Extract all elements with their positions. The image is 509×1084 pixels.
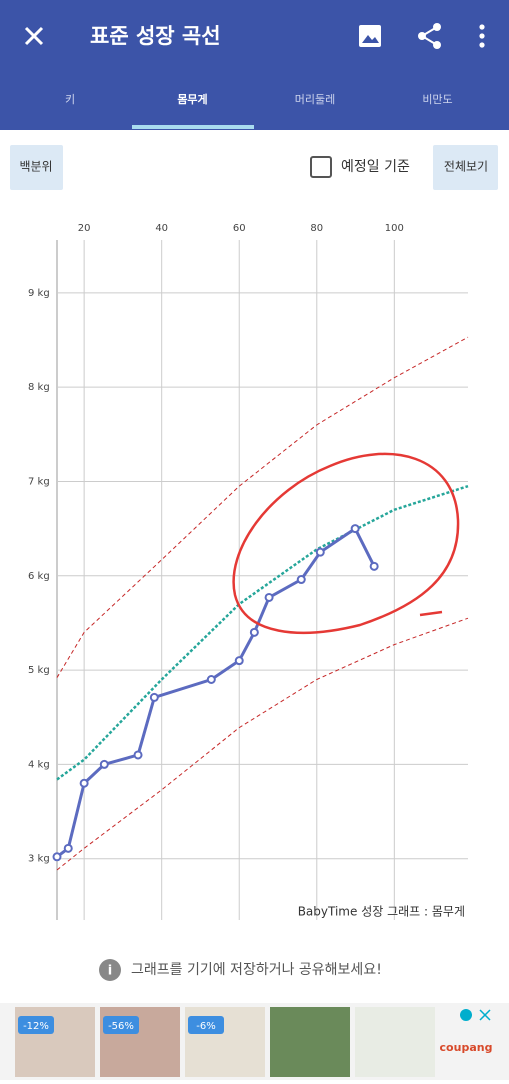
discount-tag (103, 1016, 139, 1034)
ad-image (270, 1007, 350, 1077)
data-point (149, 692, 159, 702)
more-icon[interactable] (479, 24, 485, 48)
discount-tag (18, 1016, 54, 1034)
data-point (264, 592, 274, 602)
ad-image (355, 1007, 435, 1077)
info-icon (99, 959, 121, 981)
ad-info-icon[interactable] (460, 1009, 472, 1021)
full-view-button[interactable] (433, 145, 498, 190)
close-icon[interactable] (24, 26, 44, 46)
discount-label: -6% (196, 1021, 215, 1032)
series-line (56, 617, 469, 871)
x-tick-label: 60 (233, 223, 246, 234)
tab[interactable]: 머리둘레 (295, 93, 335, 106)
x-tick-label: 100 (385, 223, 404, 234)
series-line (56, 484, 469, 781)
y-tick-label: 4 kg (28, 759, 50, 770)
series-line (56, 526, 376, 859)
checkbox-label: 예정일 기준 (341, 159, 410, 175)
tab[interactable]: 몸무게 (177, 92, 207, 106)
chart-caption: BabyTime 성장 그래프 : 몸무게 (298, 905, 465, 919)
tab-indicator (132, 125, 254, 129)
data-point (249, 627, 259, 637)
discount-label: -12% (23, 1021, 49, 1032)
checkbox[interactable] (310, 156, 332, 178)
y-tick-label: 6 kg (28, 571, 50, 582)
button-label: 백분위 (19, 160, 52, 174)
info-glyph: i (108, 964, 112, 979)
percentile-button[interactable] (10, 145, 63, 190)
data-point (350, 524, 360, 534)
y-tick-label: 3 kg (28, 854, 50, 865)
data-point (133, 750, 143, 760)
data-point (99, 759, 109, 769)
app-bar (0, 0, 509, 130)
image-icon[interactable] (359, 25, 381, 47)
share-icon[interactable] (418, 23, 441, 49)
x-tick-label: 20 (78, 223, 91, 234)
discount-label: -56% (108, 1021, 134, 1032)
tab[interactable]: 비만도 (422, 93, 452, 106)
button-label: 전체보기 (444, 160, 488, 174)
data-point (234, 656, 244, 666)
data-point (52, 852, 62, 862)
data-point (63, 843, 73, 853)
series-line (56, 336, 469, 678)
y-tick-label: 9 kg (28, 288, 50, 299)
data-point (369, 561, 379, 571)
data-point (206, 675, 216, 685)
x-tick-label: 80 (310, 223, 323, 234)
discount-tag (188, 1016, 224, 1034)
title: 표준 성장 곡선 (90, 24, 221, 48)
hand-drawn-annotation (232, 452, 460, 634)
y-tick-label: 7 kg (28, 476, 50, 487)
ad-close[interactable] (479, 1009, 491, 1021)
y-tick-label: 8 kg (28, 382, 50, 393)
tab[interactable]: 키 (65, 93, 75, 106)
info-text: 그래프를 기기에 저장하거나 공유해보세요! (131, 962, 382, 978)
data-point (296, 575, 306, 585)
data-point (315, 547, 325, 557)
y-tick-label: 5 kg (28, 665, 50, 676)
x-tick-label: 40 (155, 223, 168, 234)
ad-brand: coupang (440, 1041, 493, 1054)
data-point (79, 778, 89, 788)
